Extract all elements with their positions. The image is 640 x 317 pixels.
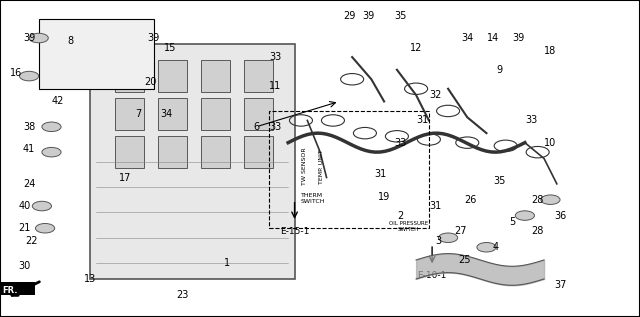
Text: 5: 5 — [509, 217, 515, 227]
Text: 38: 38 — [23, 122, 35, 132]
Text: 39: 39 — [23, 33, 35, 43]
Text: TEMP. UNIT: TEMP. UNIT — [319, 149, 324, 184]
Text: THERM
SWITCH: THERM SWITCH — [300, 193, 324, 204]
Bar — [158, 98, 187, 130]
Text: 42: 42 — [52, 96, 64, 107]
Text: 11: 11 — [269, 81, 282, 91]
Text: 33: 33 — [269, 52, 282, 62]
Text: 14: 14 — [487, 33, 499, 43]
Text: 20: 20 — [145, 77, 157, 87]
Text: 13: 13 — [84, 274, 96, 284]
Text: E-15-1: E-15-1 — [280, 227, 309, 236]
Text: 24: 24 — [23, 179, 35, 189]
Text: 23: 23 — [177, 290, 189, 300]
Text: 31: 31 — [417, 115, 429, 126]
Text: 6: 6 — [253, 122, 259, 132]
Text: 39: 39 — [513, 33, 525, 43]
Text: 3: 3 — [435, 236, 442, 246]
Text: 15: 15 — [164, 42, 176, 53]
Text: 12: 12 — [410, 42, 422, 53]
Circle shape — [32, 201, 51, 211]
Text: 10: 10 — [544, 138, 557, 148]
Text: 22: 22 — [25, 236, 37, 246]
Text: 18: 18 — [544, 46, 557, 56]
Text: 36: 36 — [554, 210, 566, 221]
Text: FR.: FR. — [2, 286, 18, 294]
Text: OIL PRESSURE
SWITCH: OIL PRESSURE SWITCH — [389, 221, 428, 232]
Text: 29: 29 — [343, 11, 355, 21]
Text: 31: 31 — [429, 201, 442, 211]
Circle shape — [19, 71, 38, 81]
Text: 35: 35 — [394, 11, 406, 21]
Bar — [201, 60, 230, 92]
Bar — [38, 19, 154, 89]
Bar — [90, 44, 294, 279]
Text: E-10-1: E-10-1 — [417, 271, 447, 280]
Text: 37: 37 — [554, 280, 566, 290]
Bar — [244, 98, 273, 130]
Text: 28: 28 — [531, 195, 544, 205]
Text: 8: 8 — [68, 36, 74, 46]
Bar — [269, 111, 429, 228]
Bar — [244, 136, 273, 168]
Text: 28: 28 — [531, 226, 544, 236]
Text: 30: 30 — [19, 261, 31, 271]
Text: 39: 39 — [148, 33, 160, 43]
Bar — [244, 60, 273, 92]
Bar — [201, 136, 230, 168]
Text: 27: 27 — [454, 226, 467, 236]
Text: 35: 35 — [493, 176, 506, 186]
Text: 33: 33 — [269, 122, 282, 132]
Circle shape — [515, 211, 534, 220]
Text: 1: 1 — [225, 258, 230, 268]
Circle shape — [29, 33, 48, 43]
Bar — [115, 98, 144, 130]
Text: 34: 34 — [461, 33, 474, 43]
Bar — [201, 98, 230, 130]
Text: 17: 17 — [119, 172, 131, 183]
Circle shape — [541, 195, 560, 204]
Text: 21: 21 — [19, 223, 31, 233]
Text: 26: 26 — [464, 195, 477, 205]
Text: 16: 16 — [10, 68, 22, 78]
Text: 4: 4 — [493, 242, 499, 252]
Text: 19: 19 — [378, 191, 390, 202]
Circle shape — [42, 147, 61, 157]
Circle shape — [477, 243, 496, 252]
Text: 40: 40 — [19, 201, 31, 211]
Text: 9: 9 — [496, 65, 502, 75]
Bar — [115, 136, 144, 168]
Bar — [158, 60, 187, 92]
Text: 7: 7 — [134, 109, 141, 119]
Text: 2: 2 — [397, 210, 403, 221]
Bar — [0, 282, 35, 295]
Bar — [115, 60, 144, 92]
Text: 31: 31 — [375, 169, 387, 179]
Circle shape — [42, 122, 61, 132]
Text: 33: 33 — [394, 138, 406, 148]
Bar — [158, 136, 187, 168]
Text: 41: 41 — [23, 144, 35, 154]
Text: 32: 32 — [429, 90, 442, 100]
Circle shape — [35, 223, 54, 233]
Text: 34: 34 — [161, 109, 173, 119]
Circle shape — [438, 233, 458, 243]
Text: 39: 39 — [362, 11, 374, 21]
Text: TW SENSOR: TW SENSOR — [301, 148, 307, 185]
Text: 33: 33 — [525, 115, 538, 126]
Text: 25: 25 — [458, 255, 470, 265]
